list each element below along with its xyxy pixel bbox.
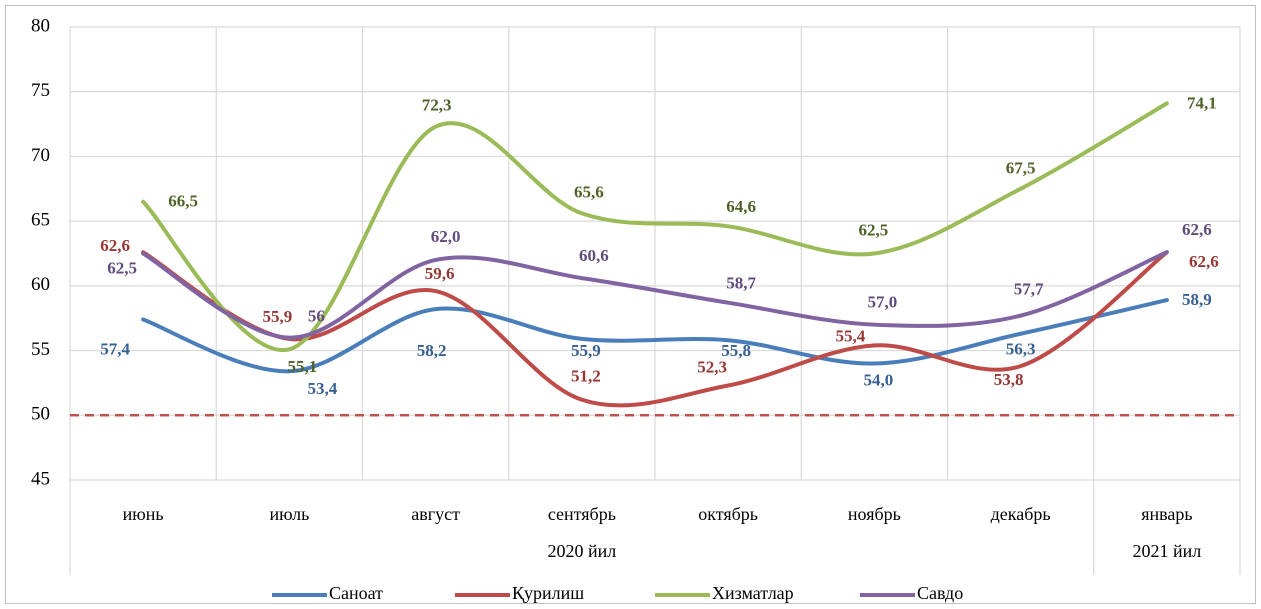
- legend-label: Қурилиш: [512, 583, 584, 603]
- series-line: [141, 101, 1169, 352]
- x-tick-label: октябрь: [698, 504, 758, 524]
- y-tick-label: 80: [31, 15, 50, 36]
- data-label: 62,5: [859, 220, 889, 239]
- data-label: 56: [308, 307, 325, 326]
- data-label: 53,4: [308, 379, 338, 398]
- data-label: 53,8: [994, 370, 1024, 389]
- data-label: 74,1: [1187, 93, 1217, 112]
- data-label: 62,6: [100, 236, 130, 255]
- data-label: 62,6: [1182, 220, 1212, 239]
- data-label: 58,9: [1182, 290, 1212, 309]
- data-label: 58,2: [417, 341, 447, 360]
- data-label: 55,4: [836, 326, 866, 345]
- y-tick-label: 70: [31, 145, 50, 166]
- series-line: [141, 298, 1169, 374]
- data-label: 59,6: [425, 264, 455, 283]
- data-label: 57,7: [1014, 280, 1044, 299]
- y-tick-label: 55: [31, 339, 50, 360]
- y-tick-label: 45: [31, 468, 50, 489]
- data-label: 58,7: [726, 274, 756, 293]
- legend-label: Савдо: [917, 583, 963, 603]
- data-label: 62,5: [107, 258, 137, 277]
- data-label: 72,3: [422, 96, 452, 115]
- data-label: 64,6: [726, 197, 756, 216]
- x-tick-label: август: [411, 504, 460, 524]
- y-tick-label: 50: [31, 404, 50, 425]
- data-label: 67,5: [1006, 159, 1036, 178]
- data-label: 54,0: [864, 370, 894, 389]
- group-label: 2020 йил: [548, 541, 617, 561]
- legend-label: Хизматлар: [712, 583, 794, 603]
- data-label: 55,9: [571, 341, 601, 360]
- data-label: 66,5: [168, 192, 198, 211]
- data-label: 55,1: [288, 357, 318, 376]
- x-tick-label: январь: [1141, 504, 1192, 524]
- data-label: 62,6: [1189, 252, 1219, 271]
- data-label: 65,6: [574, 182, 604, 201]
- x-tick-label: сентябрь: [548, 504, 616, 524]
- data-label: 60,6: [579, 246, 609, 265]
- x-tick-label: июнь: [123, 504, 164, 524]
- data-label: 55,8: [721, 341, 751, 360]
- data-label: 52,3: [697, 357, 727, 376]
- y-tick-label: 60: [31, 274, 50, 295]
- chart-border: [5, 5, 1256, 604]
- data-label: 56,3: [1006, 340, 1036, 359]
- data-label: 62,0: [431, 227, 461, 246]
- group-label: 2021 йил: [1133, 541, 1202, 561]
- x-tick-label: июль: [269, 504, 309, 524]
- data-label: 57,4: [100, 339, 130, 358]
- y-tick-label: 75: [31, 80, 50, 101]
- x-tick-label: декабрь: [991, 504, 1051, 524]
- x-tick-label: ноябрь: [848, 504, 901, 524]
- data-label: 51,2: [571, 367, 601, 386]
- data-label: 55,9: [263, 307, 293, 326]
- legend-label: Саноат: [329, 583, 383, 603]
- data-label: 57,0: [868, 293, 898, 312]
- series-line: [141, 250, 1169, 340]
- y-tick-label: 65: [31, 210, 50, 231]
